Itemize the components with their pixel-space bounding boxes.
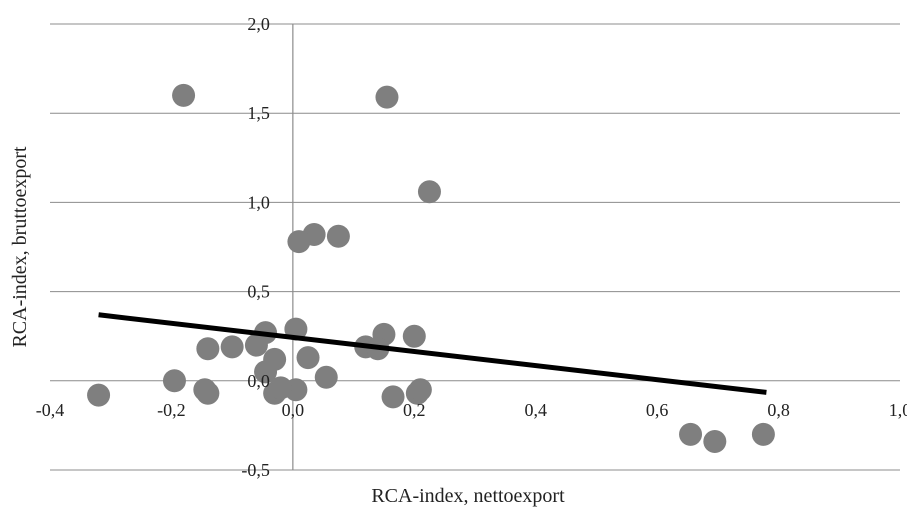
y-tick-label: 1,5 — [247, 103, 270, 123]
data-point — [244, 333, 268, 357]
x-tick-label: -0,4 — [36, 400, 65, 420]
x-tick-label: 1,0 — [889, 400, 907, 420]
y-tick-label: 0,0 — [247, 371, 270, 391]
data-point — [402, 324, 426, 348]
y-tick-label: -0,5 — [241, 460, 270, 480]
trendline-group — [98, 312, 767, 395]
trendline — [98, 312, 767, 395]
x-tick-label: 0,6 — [646, 400, 669, 420]
grid-lines — [50, 23, 900, 471]
x-tick-label: 0,4 — [524, 400, 547, 420]
data-point — [287, 230, 311, 254]
data-point — [703, 429, 727, 453]
data-point — [314, 365, 338, 389]
x-tick-label: -0,2 — [157, 400, 186, 420]
data-point — [172, 83, 196, 107]
y-axis-title: RCA-index, bruttoexport — [9, 146, 31, 348]
y-tick-label: 1,0 — [247, 192, 270, 212]
data-points — [87, 83, 775, 453]
data-point — [87, 383, 111, 407]
data-point — [381, 385, 405, 409]
data-point — [296, 346, 320, 370]
data-point — [408, 378, 432, 402]
data-point — [751, 422, 775, 446]
data-point — [220, 335, 244, 359]
data-point — [679, 422, 703, 446]
data-point — [196, 337, 220, 361]
data-point — [193, 378, 217, 402]
data-point — [375, 85, 399, 109]
data-point — [326, 224, 350, 248]
data-point — [417, 180, 441, 204]
data-point — [254, 360, 278, 384]
data-point — [269, 376, 293, 400]
x-tick-label: 0,0 — [282, 400, 305, 420]
y-tick-label: 0,5 — [247, 282, 270, 302]
x-axis-title: RCA-index, nettoexport — [371, 485, 565, 507]
tick-labels: -0,5 0,0 0,5 1,0 1,5 2,0 -0,4 -0,2 0,0 0,2 0,4 0,6 0… — [36, 14, 907, 480]
x-tick-label: 0,8 — [767, 400, 790, 420]
data-point — [162, 369, 186, 393]
x-tick-label: 0,2 — [403, 400, 426, 420]
y-tick-label: 2,0 — [247, 14, 270, 34]
